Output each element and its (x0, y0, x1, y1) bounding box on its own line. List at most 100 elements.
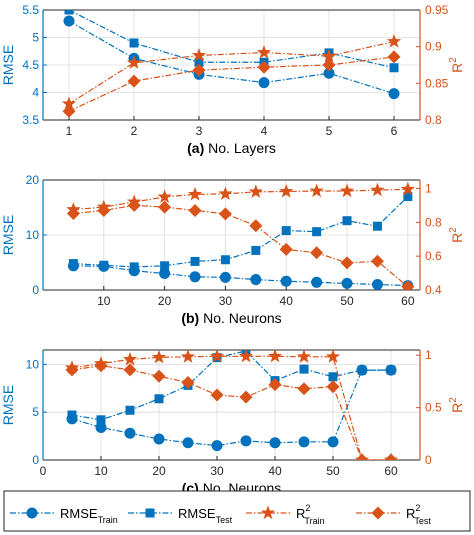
data-point (386, 365, 396, 375)
y-right-tick-label: 0.5 (425, 401, 442, 415)
legend-label-main: R (296, 506, 305, 521)
data-point (256, 45, 272, 59)
y-axis-right-title: R2 (448, 397, 465, 413)
data-point (151, 350, 167, 364)
legend-marker-square (145, 508, 155, 518)
y-axis-left-title: RMSE (0, 215, 16, 255)
y-left-tick-label: 4.5 (22, 58, 39, 72)
series-line-3 (68, 40, 395, 105)
series-group (64, 350, 399, 460)
legend-label-sub: Train (98, 515, 118, 525)
y-left-tick-label: 5 (32, 405, 39, 419)
data-point (191, 47, 207, 62)
x-tick-label: 30 (210, 464, 224, 478)
data-point (218, 207, 232, 221)
data-point (219, 271, 231, 283)
y-right-tick-label: 0.8 (425, 215, 442, 229)
legend-item-3: R2 Train (246, 503, 325, 526)
data-point (189, 271, 201, 283)
data-point (357, 365, 367, 375)
y-left-tick-label: 3.5 (22, 113, 39, 127)
data-point (240, 435, 252, 447)
data-point (61, 96, 77, 110)
y-axis-right-title-main: R (449, 63, 465, 73)
x-tick-label: 40 (280, 294, 294, 308)
x-tick-label: 6 (391, 124, 398, 138)
series-line-3 (73, 188, 408, 211)
legend-box (3, 490, 471, 532)
data-point (68, 259, 78, 269)
legend-label-sup: 2 (305, 503, 310, 513)
data-point (63, 15, 75, 27)
data-point (280, 275, 292, 287)
legend-marker-diamond (371, 506, 385, 520)
data-point (209, 350, 225, 363)
data-point (124, 427, 136, 439)
series-line-3 (71, 355, 391, 460)
series-line-2 (73, 196, 409, 268)
data-point (211, 440, 223, 452)
legend-label-main: RMSE (60, 506, 98, 521)
data-point (387, 50, 401, 64)
data-point (299, 364, 309, 374)
data-point (269, 437, 281, 449)
data-point (371, 279, 383, 290)
data-point (126, 55, 142, 69)
data-point (210, 388, 224, 402)
data-point (62, 104, 76, 118)
x-tick-label: 3 (196, 124, 203, 138)
data-point (296, 350, 312, 363)
x-tick-label: 4 (261, 124, 268, 138)
x-tick-label: 60 (384, 464, 398, 478)
legend-label-sub: Test (216, 515, 233, 525)
data-point (370, 254, 384, 268)
data-point (153, 433, 165, 445)
y-left-tick-label: 20 (26, 173, 40, 187)
data-point (389, 63, 399, 73)
data-point (96, 415, 106, 425)
data-point (251, 245, 261, 255)
legend-item-1: RMSETrain (10, 506, 118, 525)
data-point (401, 280, 415, 290)
y-right-tick-label: 0.85 (425, 76, 449, 90)
legend-label: R2 Test (406, 503, 431, 526)
data-point (400, 181, 415, 196)
series-line-2 (68, 10, 395, 69)
y-axis-left-title: RMSE (0, 385, 16, 425)
data-point (327, 436, 339, 448)
series-group (61, 10, 402, 118)
y-right-tick-label: 0.4 (425, 283, 442, 297)
data-point (95, 421, 107, 433)
data-point (370, 182, 385, 197)
data-point (310, 246, 324, 260)
data-point (94, 359, 108, 373)
data-point (340, 256, 354, 270)
legend-item-2: RMSETest (128, 506, 233, 525)
data-point (341, 277, 353, 289)
data-point (122, 351, 138, 366)
data-point (238, 350, 254, 363)
legend: RMSETrain RMSETest R2 Train R2 Test (3, 490, 471, 532)
y-left-tick-label: 5.5 (22, 3, 39, 17)
data-point (123, 363, 137, 377)
data-point (187, 186, 203, 201)
x-axis-title: (b) No. Neurons (181, 310, 281, 326)
x-tick-label: 5 (326, 124, 333, 138)
panel-label: (a) (187, 140, 204, 156)
x-tick-label: 20 (158, 294, 172, 308)
data-point (328, 372, 338, 382)
y-left-tick-label: 0 (32, 283, 39, 297)
data-point (279, 184, 294, 198)
data-point (129, 262, 139, 272)
data-point (248, 184, 263, 198)
data-point (297, 382, 311, 396)
data-point (311, 276, 323, 288)
y-right-tick-label: 1 (425, 181, 432, 195)
x-tick-label: 10 (94, 464, 108, 478)
x-tick-label: 40 (268, 464, 282, 478)
x-tick-label: 50 (326, 464, 340, 478)
legend-label-main: R (406, 506, 415, 521)
